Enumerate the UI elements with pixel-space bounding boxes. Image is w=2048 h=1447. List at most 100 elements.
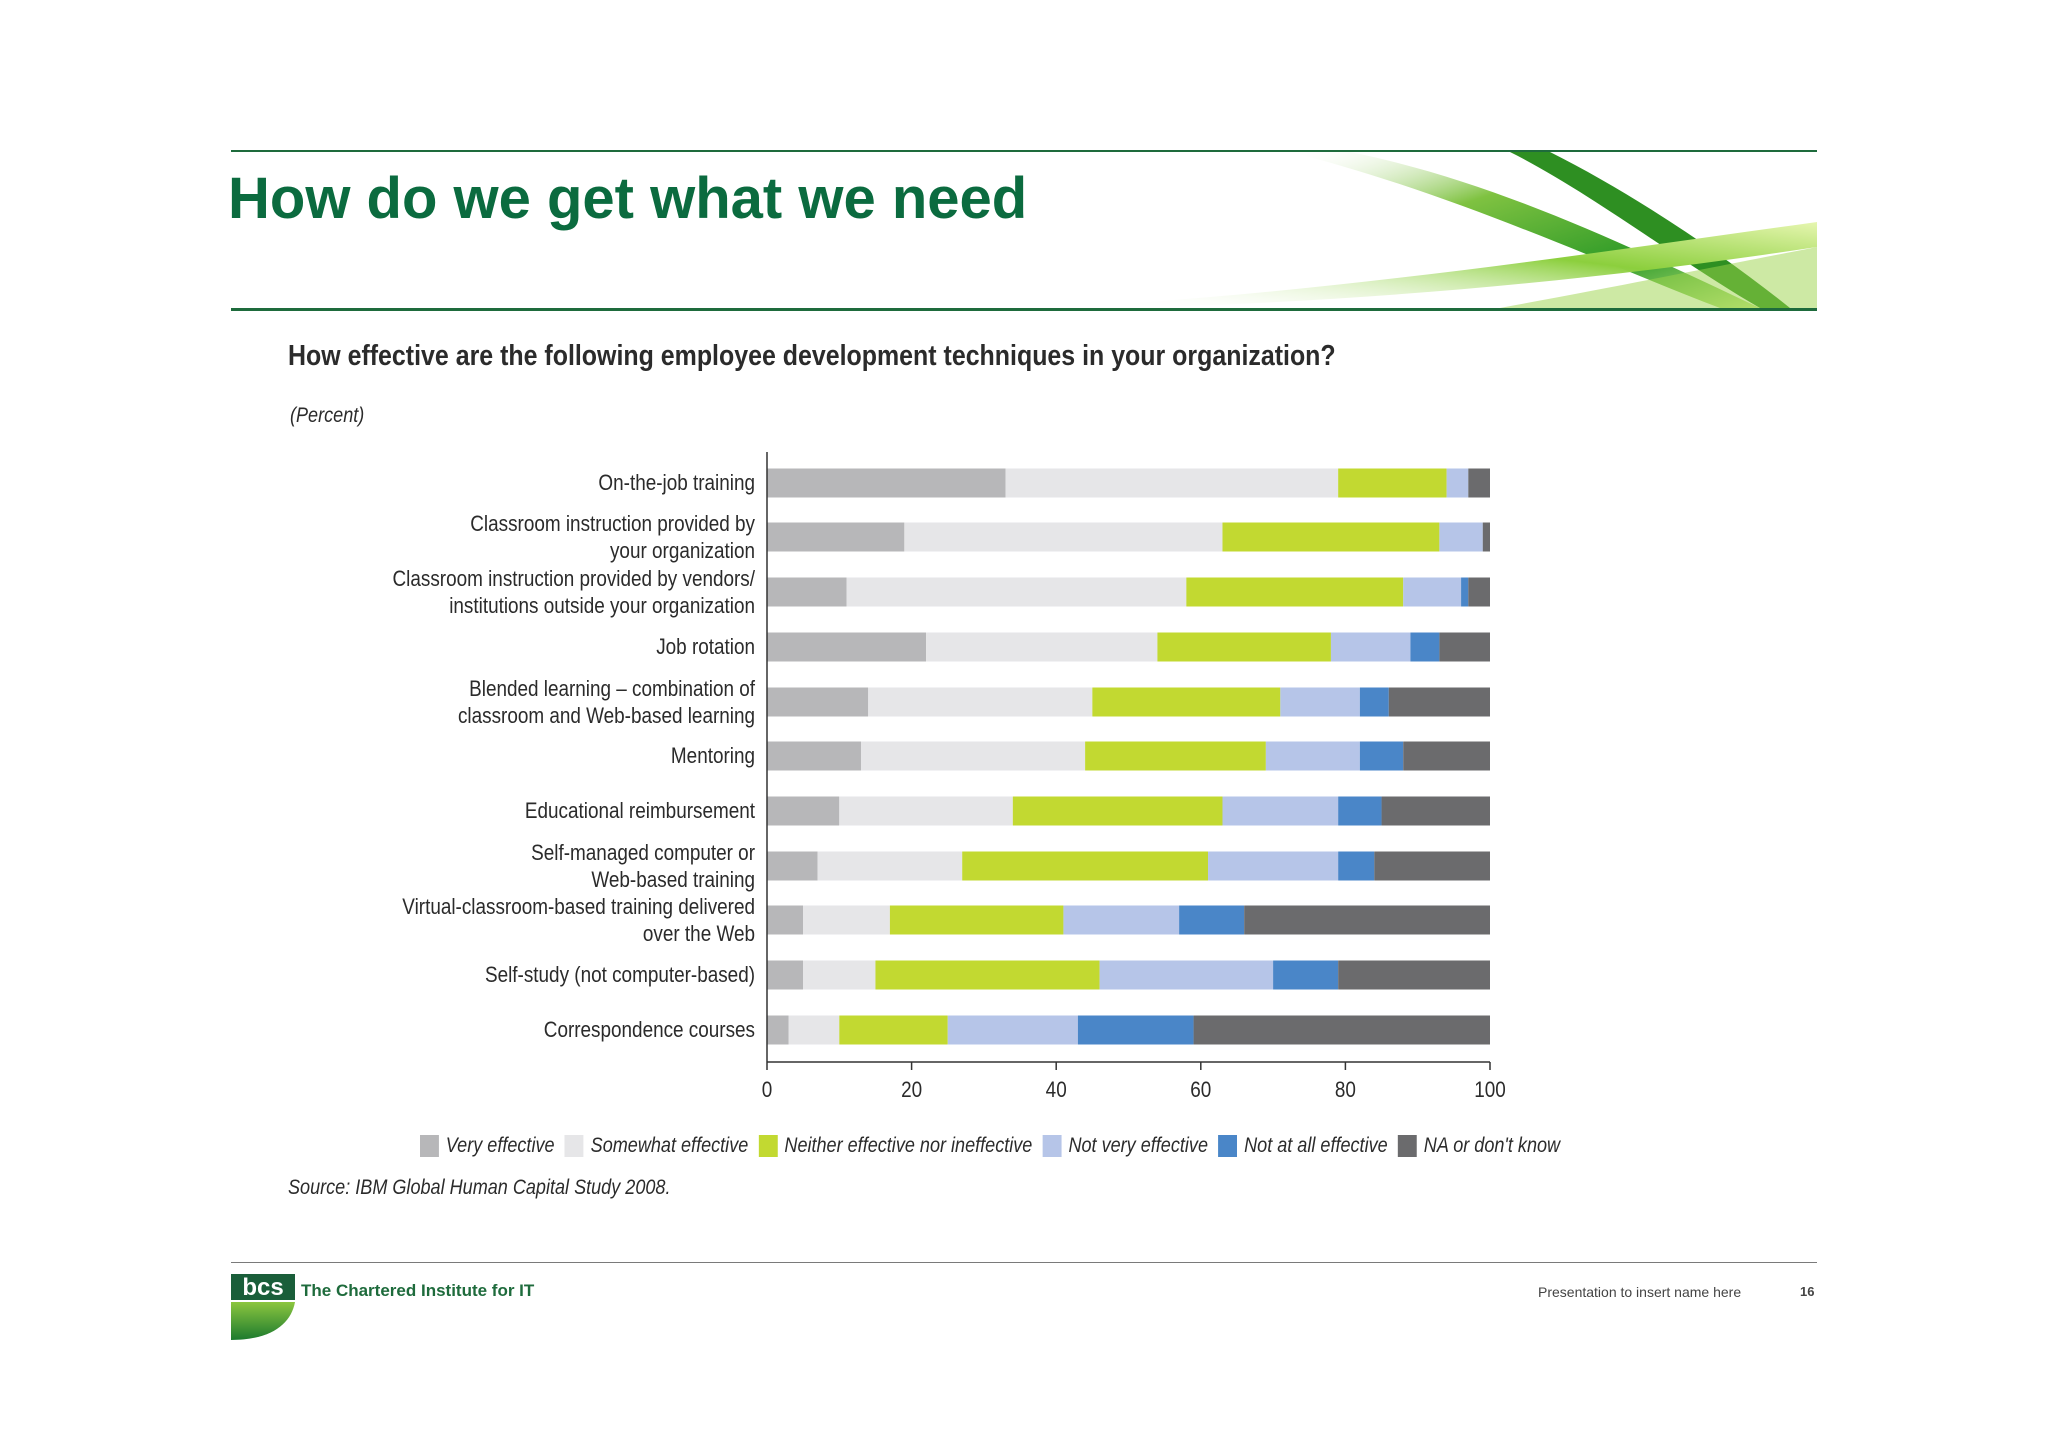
- bar-segment: [1439, 522, 1483, 552]
- chart-title: How effective are the following employee…: [288, 340, 1336, 372]
- legend-swatch: [1218, 1135, 1238, 1157]
- legend-label: Somewhat effective: [590, 1134, 749, 1157]
- logo-text: bcs: [242, 1274, 283, 1301]
- slide-title: How do we get what we need: [228, 166, 1028, 231]
- bar-segment: [1005, 468, 1339, 498]
- bar-segment: [1381, 796, 1490, 826]
- bar-segment: [1157, 632, 1331, 662]
- bar-segment: [767, 960, 804, 990]
- bar-segment: [817, 851, 963, 881]
- bar-segment: [1338, 468, 1447, 498]
- bar-segment: [1461, 577, 1469, 607]
- category-label: Mentoring: [671, 744, 755, 769]
- bar-segment: [767, 577, 847, 607]
- chart-unit-label: (Percent): [290, 404, 365, 427]
- bar-segment: [1468, 577, 1490, 607]
- legend-label: Very effective: [445, 1134, 555, 1157]
- page-number: 16: [1800, 1284, 1815, 1299]
- category-label: institutions outside your organization: [449, 594, 755, 619]
- green-swoosh-decoration: [1120, 152, 1817, 308]
- bar-segment: [1063, 905, 1180, 935]
- legend-label: Neither effective nor ineffective: [784, 1134, 1033, 1157]
- bar-segment: [1208, 851, 1339, 881]
- x-tick-label: 60: [1190, 1078, 1211, 1103]
- legend-item: Not at all effective: [1218, 1134, 1388, 1158]
- bar-segment: [1468, 468, 1490, 498]
- chart-legend: Very effective Somewhat effective Neither …: [420, 1134, 1570, 1158]
- legend-item: NA or don't know: [1397, 1134, 1561, 1158]
- category-label: Correspondence courses: [544, 1018, 755, 1043]
- footer-text: Presentation to insert name here: [1538, 1284, 1742, 1300]
- header-rule: [231, 308, 1817, 311]
- category-label: Job rotation: [656, 635, 755, 660]
- top-rule: [231, 150, 1817, 152]
- bar-segment: [1403, 741, 1490, 771]
- legend-swatch: [564, 1135, 584, 1157]
- bar-segment: [1222, 796, 1339, 826]
- bar-segment: [1265, 741, 1360, 771]
- footer-rule: [231, 1262, 1817, 1263]
- bar-segment: [767, 468, 1006, 498]
- bar-segment: [1330, 632, 1411, 662]
- bar-segment: [1388, 687, 1490, 717]
- bar-segment: [889, 905, 1064, 935]
- bar-segment: [767, 741, 861, 771]
- category-label: Classroom instruction provided by: [470, 512, 755, 537]
- category-label: classroom and Web-based learning: [458, 704, 755, 729]
- bar-segment: [1338, 851, 1375, 881]
- bar-segment: [767, 905, 804, 935]
- bar-segment: [767, 687, 869, 717]
- x-tick-label: 40: [1046, 1078, 1067, 1103]
- bar-segment: [926, 632, 1158, 662]
- bar-segment: [767, 1015, 789, 1045]
- category-label: Self-managed computer or: [531, 841, 755, 866]
- bar-segment: [1403, 577, 1462, 607]
- bar-segment: [1410, 632, 1440, 662]
- legend-swatch: [758, 1135, 778, 1157]
- bar-segment: [1446, 468, 1469, 498]
- bar-segment: [803, 905, 890, 935]
- bar-segment: [1439, 632, 1490, 662]
- legend-item: Somewhat effective: [564, 1134, 749, 1158]
- bar-segment: [1374, 851, 1490, 881]
- bar-segment: [1244, 905, 1490, 935]
- bar-segment: [1179, 905, 1245, 935]
- organization-name: The Chartered Institute for IT: [301, 1281, 535, 1300]
- legend-label: NA or don't know: [1423, 1134, 1561, 1157]
- legend-label: Not at all effective: [1244, 1134, 1388, 1157]
- bar-segment: [1012, 796, 1223, 826]
- legend-swatch: [1042, 1135, 1062, 1157]
- bar-segment: [1077, 1015, 1194, 1045]
- bcs-logo: bcs: [231, 1274, 295, 1340]
- bar-segment: [904, 522, 1223, 552]
- x-tick-label: 80: [1335, 1078, 1356, 1103]
- legend-swatch: [1397, 1135, 1417, 1157]
- source-note: Source: IBM Global Human Capital Study 2…: [288, 1176, 671, 1199]
- bar-segment: [803, 960, 876, 990]
- legend-item: Not very effective: [1042, 1134, 1208, 1158]
- bar-segment: [875, 960, 1100, 990]
- bar-segment: [1359, 741, 1404, 771]
- category-label: your organization: [610, 539, 755, 564]
- bar-segment: [1273, 960, 1339, 990]
- category-label: Virtual-classroom-based training deliver…: [402, 895, 755, 920]
- bar-segment: [839, 796, 1013, 826]
- category-label: Web-based training: [591, 868, 755, 893]
- legend-label: Not very effective: [1068, 1134, 1208, 1157]
- bar-segment: [788, 1015, 840, 1045]
- category-label: Classroom instruction provided by vendor…: [393, 567, 756, 592]
- legend-swatch: [420, 1135, 439, 1157]
- bar-segment: [860, 741, 1086, 771]
- bar-segment: [767, 632, 927, 662]
- x-tick-label: 100: [1474, 1078, 1506, 1103]
- bar-segment: [1099, 960, 1274, 990]
- bar-segment: [767, 522, 905, 552]
- category-label: Self-study (not computer-based): [485, 963, 755, 988]
- bar-segment: [839, 1015, 948, 1045]
- bar-segment: [1085, 741, 1266, 771]
- bar-segment: [1338, 796, 1382, 826]
- category-label: over the Web: [643, 922, 755, 947]
- x-tick-label: 0: [762, 1078, 773, 1103]
- category-label: Educational reimbursement: [525, 799, 755, 824]
- bar-segment: [962, 851, 1209, 881]
